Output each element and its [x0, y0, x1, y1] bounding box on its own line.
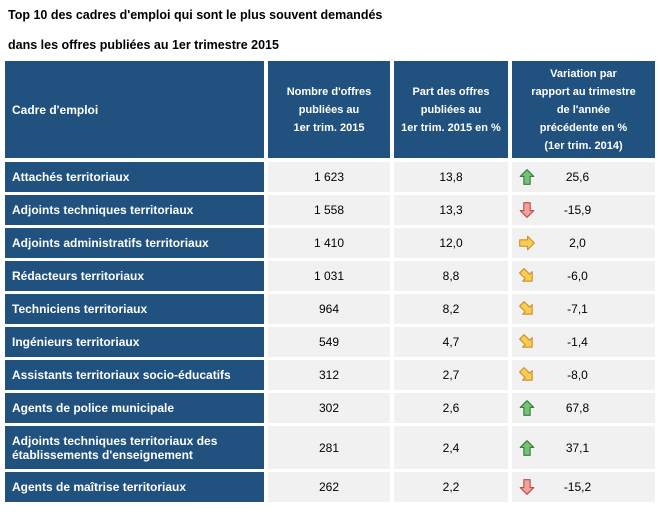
variation-cell: -15,9	[512, 195, 655, 225]
variation-value: -7,1	[567, 302, 588, 316]
table-row: Agents de maîtrise territoriaux 262 2,2 …	[5, 472, 655, 502]
table-row: Ingénieurs territoriaux 549 4,7 -1,4	[5, 327, 655, 357]
row-label: Adjoints techniques territoriaux	[5, 195, 264, 225]
variation-cell: 2,0	[512, 228, 655, 258]
offers-count: 964	[268, 294, 390, 324]
offers-count: 302	[268, 393, 390, 423]
trend-arrow-icon	[518, 201, 536, 219]
variation-value: 67,8	[565, 401, 590, 415]
page-title-line-1: Top 10 des cadres d'emploi qui sont le p…	[8, 8, 383, 22]
offers-share: 13,8	[394, 162, 508, 192]
table-row: Agents de police municipale 302 2,6 67,8	[5, 393, 655, 423]
trend-arrow-icon	[518, 168, 536, 186]
variation-value: 25,6	[565, 170, 590, 184]
offers-share: 2,2	[394, 472, 508, 502]
variation-cell: -6,0	[512, 261, 655, 291]
row-label: Rédacteurs territoriaux	[5, 261, 264, 291]
top10-table: Cadre d'emploi Nombre d'offres publiées …	[5, 61, 655, 502]
variation-value: -1,4	[567, 335, 588, 349]
row-label: Techniciens territoriaux	[5, 294, 264, 324]
row-label: Agents de maîtrise territoriaux	[5, 472, 264, 502]
offers-count: 1 410	[268, 228, 390, 258]
offers-share: 8,8	[394, 261, 508, 291]
offers-share: 12,0	[394, 228, 508, 258]
trend-arrow-icon	[518, 333, 536, 351]
trend-arrow-icon	[518, 478, 536, 496]
offers-share: 13,3	[394, 195, 508, 225]
variation-value: -8,0	[567, 368, 588, 382]
variation-cell: -1,4	[512, 327, 655, 357]
offers-count: 281	[268, 426, 390, 469]
variation-cell: -8,0	[512, 360, 655, 390]
table-row: Attachés territoriaux 1 623 13,8 25,6	[5, 162, 655, 192]
header-nombre-offres: Nombre d'offres publiées au 1er trim. 20…	[268, 61, 390, 158]
trend-arrow-icon	[518, 439, 536, 457]
trend-arrow-icon	[518, 399, 536, 417]
variation-value: 2,0	[569, 236, 586, 250]
variation-cell: 67,8	[512, 393, 655, 423]
page: Top 10 des cadres d'emploi qui sont le p…	[5, 0, 655, 502]
table-row: Adjoints techniques territoriaux 1 558 1…	[5, 195, 655, 225]
offers-share: 2,6	[394, 393, 508, 423]
header-cadre-emploi: Cadre d'emploi	[5, 61, 264, 158]
trend-arrow-icon	[518, 234, 536, 252]
table-header-row: Cadre d'emploi Nombre d'offres publiées …	[5, 61, 655, 158]
table-row: Adjoints administratifs territoriaux 1 4…	[5, 228, 655, 258]
header-variation: Variation par rapport au trimestre de l'…	[512, 61, 655, 158]
offers-share: 2,7	[394, 360, 508, 390]
table-row: Assistants territoriaux socio-éducatifs …	[5, 360, 655, 390]
row-label: Ingénieurs territoriaux	[5, 327, 264, 357]
offers-count: 1 558	[268, 195, 390, 225]
header-part-offres: Part des offres publiées au 1er trim. 20…	[394, 61, 508, 158]
page-title-line-2: dans les offres publiées au 1er trimestr…	[8, 38, 279, 52]
trend-arrow-icon	[518, 267, 536, 285]
variation-cell: -15,2	[512, 472, 655, 502]
page-title: Top 10 des cadres d'emploi qui sont le p…	[5, 0, 655, 53]
offers-share: 2,4	[394, 426, 508, 469]
offers-count: 312	[268, 360, 390, 390]
trend-arrow-icon	[518, 300, 536, 318]
variation-value: -15,9	[563, 203, 592, 217]
table-row: Rédacteurs territoriaux 1 031 8,8 -6,0	[5, 261, 655, 291]
row-label: Assistants territoriaux socio-éducatifs	[5, 360, 264, 390]
offers-count: 549	[268, 327, 390, 357]
table-row: Adjoints techniques territoriaux des éta…	[5, 426, 655, 469]
offers-count: 262	[268, 472, 390, 502]
row-label: Adjoints techniques territoriaux des éta…	[5, 426, 264, 469]
variation-cell: -7,1	[512, 294, 655, 324]
variation-cell: 25,6	[512, 162, 655, 192]
variation-value: -6,0	[567, 269, 588, 283]
variation-value: 37,1	[565, 440, 590, 455]
row-label: Agents de police municipale	[5, 393, 264, 423]
table-row: Techniciens territoriaux 964 8,2 -7,1	[5, 294, 655, 324]
offers-count: 1 623	[268, 162, 390, 192]
offers-share: 4,7	[394, 327, 508, 357]
offers-count: 1 031	[268, 261, 390, 291]
variation-cell: 37,1	[512, 426, 655, 469]
row-label: Attachés territoriaux	[5, 162, 264, 192]
row-label: Adjoints administratifs territoriaux	[5, 228, 264, 258]
offers-share: 8,2	[394, 294, 508, 324]
trend-arrow-icon	[518, 366, 536, 384]
variation-value: -15,2	[563, 480, 592, 494]
